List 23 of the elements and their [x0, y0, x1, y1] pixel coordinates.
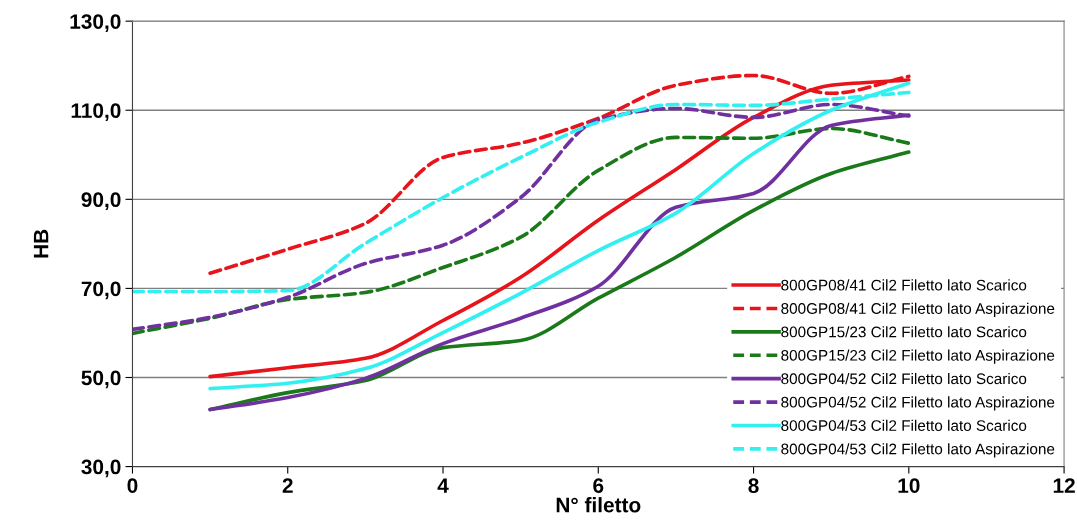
- legend-label: 800GP04/52 Cil2 Filetto lato Aspirazione: [781, 396, 1055, 411]
- x-tick-label: 2: [282, 478, 293, 493]
- legend-label: 800GP04/53 Cil2 Filetto lato Scarico: [781, 419, 1027, 431]
- y-tick-label: 110,0: [71, 103, 121, 122]
- y-axis-title: HB: [33, 229, 49, 258]
- y-tick-label: 50,0: [81, 370, 121, 389]
- y-tick-label: 30,0: [81, 459, 121, 478]
- x-tick-label: 4: [437, 478, 449, 493]
- legend-label: 800GP04/52 Cil2 Filetto lato Scarico: [781, 372, 1027, 385]
- x-tick-label: 0: [127, 478, 138, 493]
- legend-label: 800GP04/53 Cil2 Filetto lato Aspirazione: [781, 443, 1055, 458]
- legend-label: 800GP08/41 Cil2 Filetto lato Aspirazione: [781, 302, 1055, 317]
- y-tick-label: 130,0: [70, 14, 121, 32]
- legend-label: 800GP15/23 Cil2 Filetto lato Aspirazione: [781, 349, 1055, 364]
- y-tick-label: 90,0: [81, 192, 121, 211]
- legend-label: 800GP15/23 Cil2 Filetto lato Scarico: [781, 326, 1027, 338]
- x-tick-label: 10: [898, 478, 920, 493]
- x-tick-label: 6: [593, 478, 604, 493]
- y-tick-label: 70,0: [81, 281, 121, 300]
- x-tick-label: 8: [748, 478, 759, 493]
- legend-label: 800GP08/41 Cil2 Filetto lato Scarico: [781, 279, 1027, 291]
- x-axis-title: N° filetto: [556, 497, 641, 513]
- x-tick-label: 12: [1053, 478, 1075, 493]
